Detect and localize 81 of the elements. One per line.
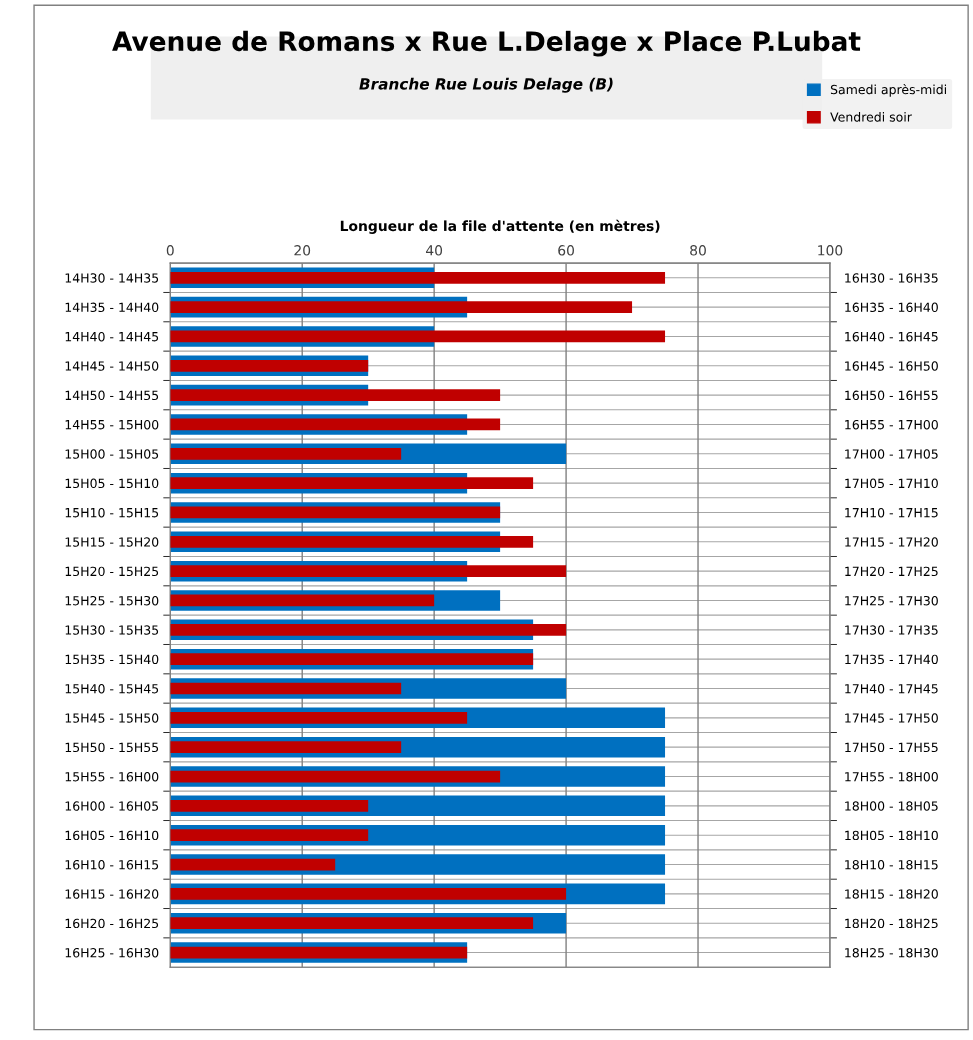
y2-tick-label: 18H05 - 18H10 <box>845 830 938 841</box>
y2-tick-label: 17H55 - 18H00 <box>845 771 938 782</box>
y-tick-label: 15H55 - 16H00 <box>65 771 159 782</box>
y-tick-label: 16H00 - 16H05 <box>65 801 159 811</box>
y2-tick-label: 18H10 - 18H15 <box>845 859 938 870</box>
bar <box>170 799 369 812</box>
bar <box>170 301 633 313</box>
bar <box>170 359 369 372</box>
legend-label: Samedi après-midi <box>830 84 946 97</box>
y2-tick-label: 17H45 - 17H50 <box>845 713 938 723</box>
x-tick-label: 60 <box>558 245 575 256</box>
y2-tick-label: 18H00 - 18H05 <box>845 801 938 811</box>
bar <box>170 770 501 783</box>
y-tick-label: 15H15 - 15H20 <box>65 537 159 547</box>
y2-tick-label: 17H05 - 17H10 <box>845 478 938 489</box>
y-tick-label: 14H30 - 14H35 <box>65 273 159 283</box>
bar <box>170 711 468 724</box>
bar <box>170 623 567 636</box>
y-tick-label: 14H40 - 14H45 <box>65 331 159 342</box>
y2-tick-label: 17H25 - 17H30 <box>845 595 938 606</box>
y2-tick-label: 17H20 - 17H25 <box>845 566 938 577</box>
x-tick-label: 40 <box>426 245 443 256</box>
x-tick-label: 20 <box>294 245 311 256</box>
bar <box>170 594 435 607</box>
legend-label: Vendredi soir <box>830 112 912 122</box>
y-tick-label: 15H20 - 15H25 <box>65 566 159 577</box>
bar <box>170 418 501 431</box>
y-tick-label: 15H00 - 15H05 <box>65 449 159 459</box>
y2-tick-label: 16H40 - 16H45 <box>845 331 938 342</box>
y2-tick-label: 17H30 - 17H35 <box>845 625 938 635</box>
y-tick-label: 16H10 - 16H15 <box>65 859 159 870</box>
y-tick-label: 14H50 - 14H55 <box>65 390 159 401</box>
y2-tick-label: 16H30 - 16H35 <box>845 273 938 283</box>
bar <box>170 565 567 578</box>
bar <box>170 447 402 460</box>
chart-title: Avenue de Romans x Rue L.Delage x Place P.Lubat <box>112 30 861 57</box>
y-tick-label: 14H55 - 15H00 <box>65 419 159 430</box>
chart-subtitle: Branche Rue Louis Delage (B) <box>359 77 613 93</box>
y2-tick-label: 17H00 - 17H05 <box>845 449 938 459</box>
y-tick-label: 16H05 - 16H10 <box>65 830 159 841</box>
x-tick-label: 0 <box>166 245 174 256</box>
y-tick-label: 14H35 - 14H40 <box>65 302 159 313</box>
y-tick-label: 15H05 - 15H10 <box>65 478 159 489</box>
y2-tick-label: 16H50 - 16H55 <box>845 390 938 401</box>
bar <box>170 389 501 401</box>
y-tick-label: 15H40 - 15H45 <box>65 683 159 694</box>
y2-tick-label: 18H20 - 18H25 <box>845 918 938 929</box>
bar <box>170 858 336 871</box>
bar <box>170 535 534 548</box>
y2-tick-label: 16H35 - 16H40 <box>845 302 938 313</box>
y2-tick-label: 17H40 - 17H45 <box>845 683 938 694</box>
y-tick-label: 15H25 - 15H30 <box>65 595 159 606</box>
y-tick-label: 14H45 - 14H50 <box>65 361 159 371</box>
y-tick-label: 15H35 - 15H40 <box>65 654 159 665</box>
y-tick-label: 16H20 - 16H25 <box>65 918 159 929</box>
bar <box>170 477 534 490</box>
x-axis-title: Longueur de la file d'attente (en mètres) <box>340 219 660 234</box>
bar <box>170 829 369 842</box>
y-tick-label: 15H30 - 15H35 <box>65 625 159 635</box>
y2-tick-label: 17H35 - 17H40 <box>845 654 938 665</box>
y2-tick-label: 17H10 - 17H15 <box>845 507 938 518</box>
bar <box>170 271 666 284</box>
y-tick-label: 15H50 - 15H55 <box>65 742 159 753</box>
y-tick-label: 16H15 - 16H20 <box>65 889 159 899</box>
y2-tick-label: 18H25 - 18H30 <box>845 948 938 958</box>
x-tick-label: 80 <box>690 245 706 256</box>
y-tick-label: 15H45 - 15H50 <box>65 713 159 723</box>
bar <box>170 682 402 695</box>
y2-tick-label: 17H50 - 17H55 <box>845 742 938 753</box>
bar <box>170 917 534 930</box>
bar <box>170 741 402 754</box>
y2-tick-label: 16H45 - 16H50 <box>845 361 938 371</box>
y2-tick-label: 18H15 - 18H20 <box>845 889 938 899</box>
bar <box>170 887 567 900</box>
bar <box>170 653 534 666</box>
y-tick-label: 15H10 - 15H15 <box>65 507 159 518</box>
y2-tick-label: 16H55 - 17H00 <box>845 419 938 430</box>
y2-tick-label: 17H15 - 17H20 <box>845 537 938 547</box>
x-tick-label: 100 <box>818 245 843 256</box>
y-tick-label: 16H25 - 16H30 <box>65 948 159 958</box>
bar <box>170 330 666 343</box>
